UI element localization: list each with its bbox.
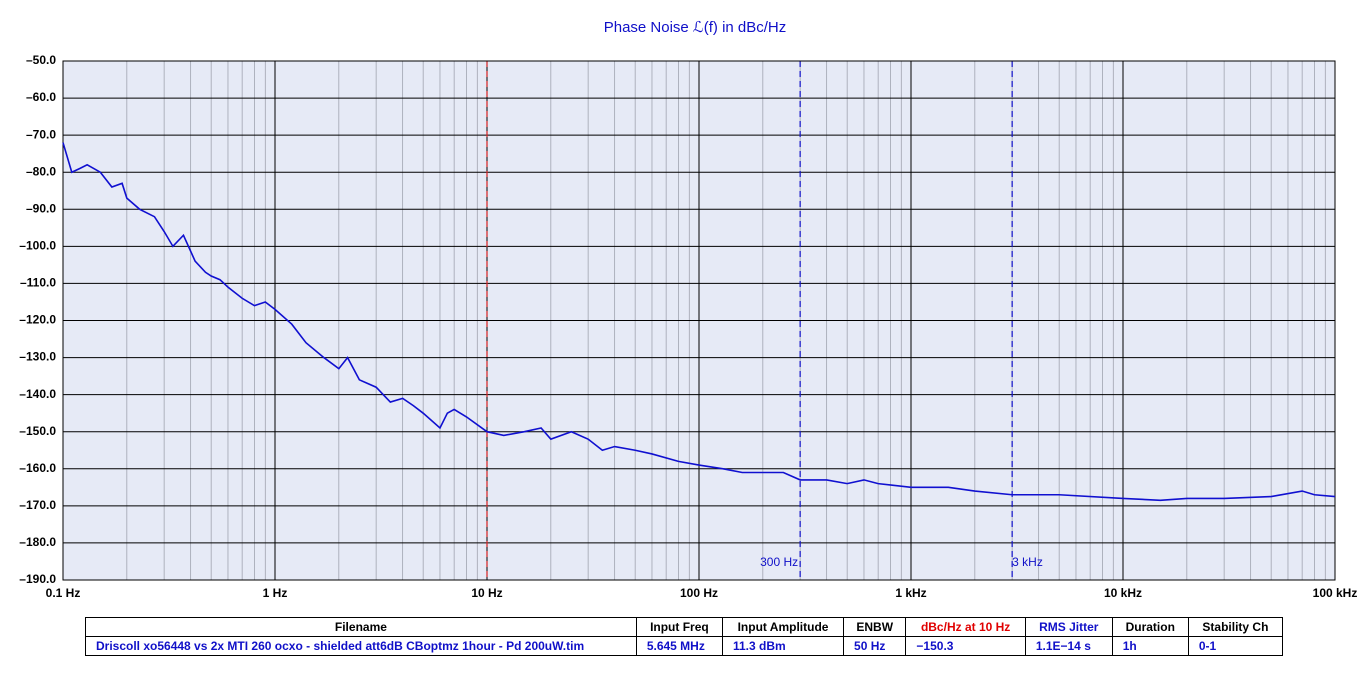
table-row: Driscoll xo56448 vs 2x MTI 260 ocxo - sh… (85, 636, 1284, 656)
chart-title: Phase Noise ℒ(f) in dBc/Hz (604, 19, 787, 36)
y-tick-label: –100.0 (19, 239, 56, 253)
y-tick-label: –180.0 (19, 535, 56, 549)
info-table: Filename Input Freq Input Amplitude ENBW dBc… (85, 617, 1284, 656)
x-tick-label: 10 kHz (1104, 586, 1142, 600)
header-cell: Duration (1111, 617, 1189, 637)
header-cell: Stability Ch (1187, 617, 1284, 637)
marker-label: 300 Hz (760, 555, 798, 569)
header-cell: Input Amplitude (721, 617, 845, 637)
table-cell: 1.1E−14 s (1024, 636, 1113, 656)
y-tick-label: –140.0 (19, 387, 56, 401)
header-cell: dBc/Hz at 10 Hz (905, 617, 1026, 637)
series-line (62, 142, 1336, 502)
table-cell: 11.3 dBm (721, 636, 845, 656)
y-tick-label: –60.0 (26, 90, 56, 104)
table-cell: Driscoll xo56448 vs 2x MTI 260 ocxo - sh… (85, 636, 637, 656)
table-body: Driscoll xo56448 vs 2x MTI 260 ocxo - sh… (85, 636, 1284, 656)
header-cell: Filename (85, 617, 637, 637)
y-tick-label: –110.0 (20, 276, 56, 290)
marker-label: 3 kHz (1012, 555, 1043, 569)
chart: Phase Noise ℒ(f) in dBc/Hz –50.0 –60.0 –70… (19, 19, 1358, 600)
table-cell: 0-1 (1187, 636, 1284, 656)
table-cell: −150.3 (905, 636, 1026, 656)
table-cell: 1h (1111, 636, 1189, 656)
header-row: Filename Input Freq Input Amplitude ENBW dBc… (85, 617, 1284, 637)
header-cell: RMS Jitter (1024, 617, 1113, 637)
x-tick-label: 100 kHz (1313, 586, 1358, 600)
y-tick-label: –170.0 (19, 498, 56, 512)
y-tick-label: –50.0 (26, 53, 56, 67)
y-tick-label: –90.0 (26, 201, 56, 215)
x-tick-label: 0.1 Hz (46, 586, 81, 600)
table-cell: 5.645 MHz (635, 636, 724, 656)
x-tick-label: 1 Hz (263, 586, 288, 600)
y-tick-label: –160.0 (19, 461, 56, 475)
x-tick-label: 1 kHz (895, 586, 926, 600)
y-tick-label: –120.0 (19, 313, 56, 327)
y-tick-label: –80.0 (26, 164, 56, 178)
plot-border (62, 60, 1336, 581)
y-tick-label: –190.0 (19, 572, 56, 586)
y-tick-label: –130.0 (19, 350, 56, 364)
header-cell: ENBW (843, 617, 907, 637)
x-tick-label: 10 Hz (471, 586, 502, 600)
header-cell: Input Freq (635, 617, 724, 637)
x-tick-label: 100 Hz (680, 586, 718, 600)
y-tick-label: –150.0 (19, 424, 56, 438)
y-tick-label: –70.0 (26, 127, 56, 141)
table-cell: 50 Hz (843, 636, 907, 656)
